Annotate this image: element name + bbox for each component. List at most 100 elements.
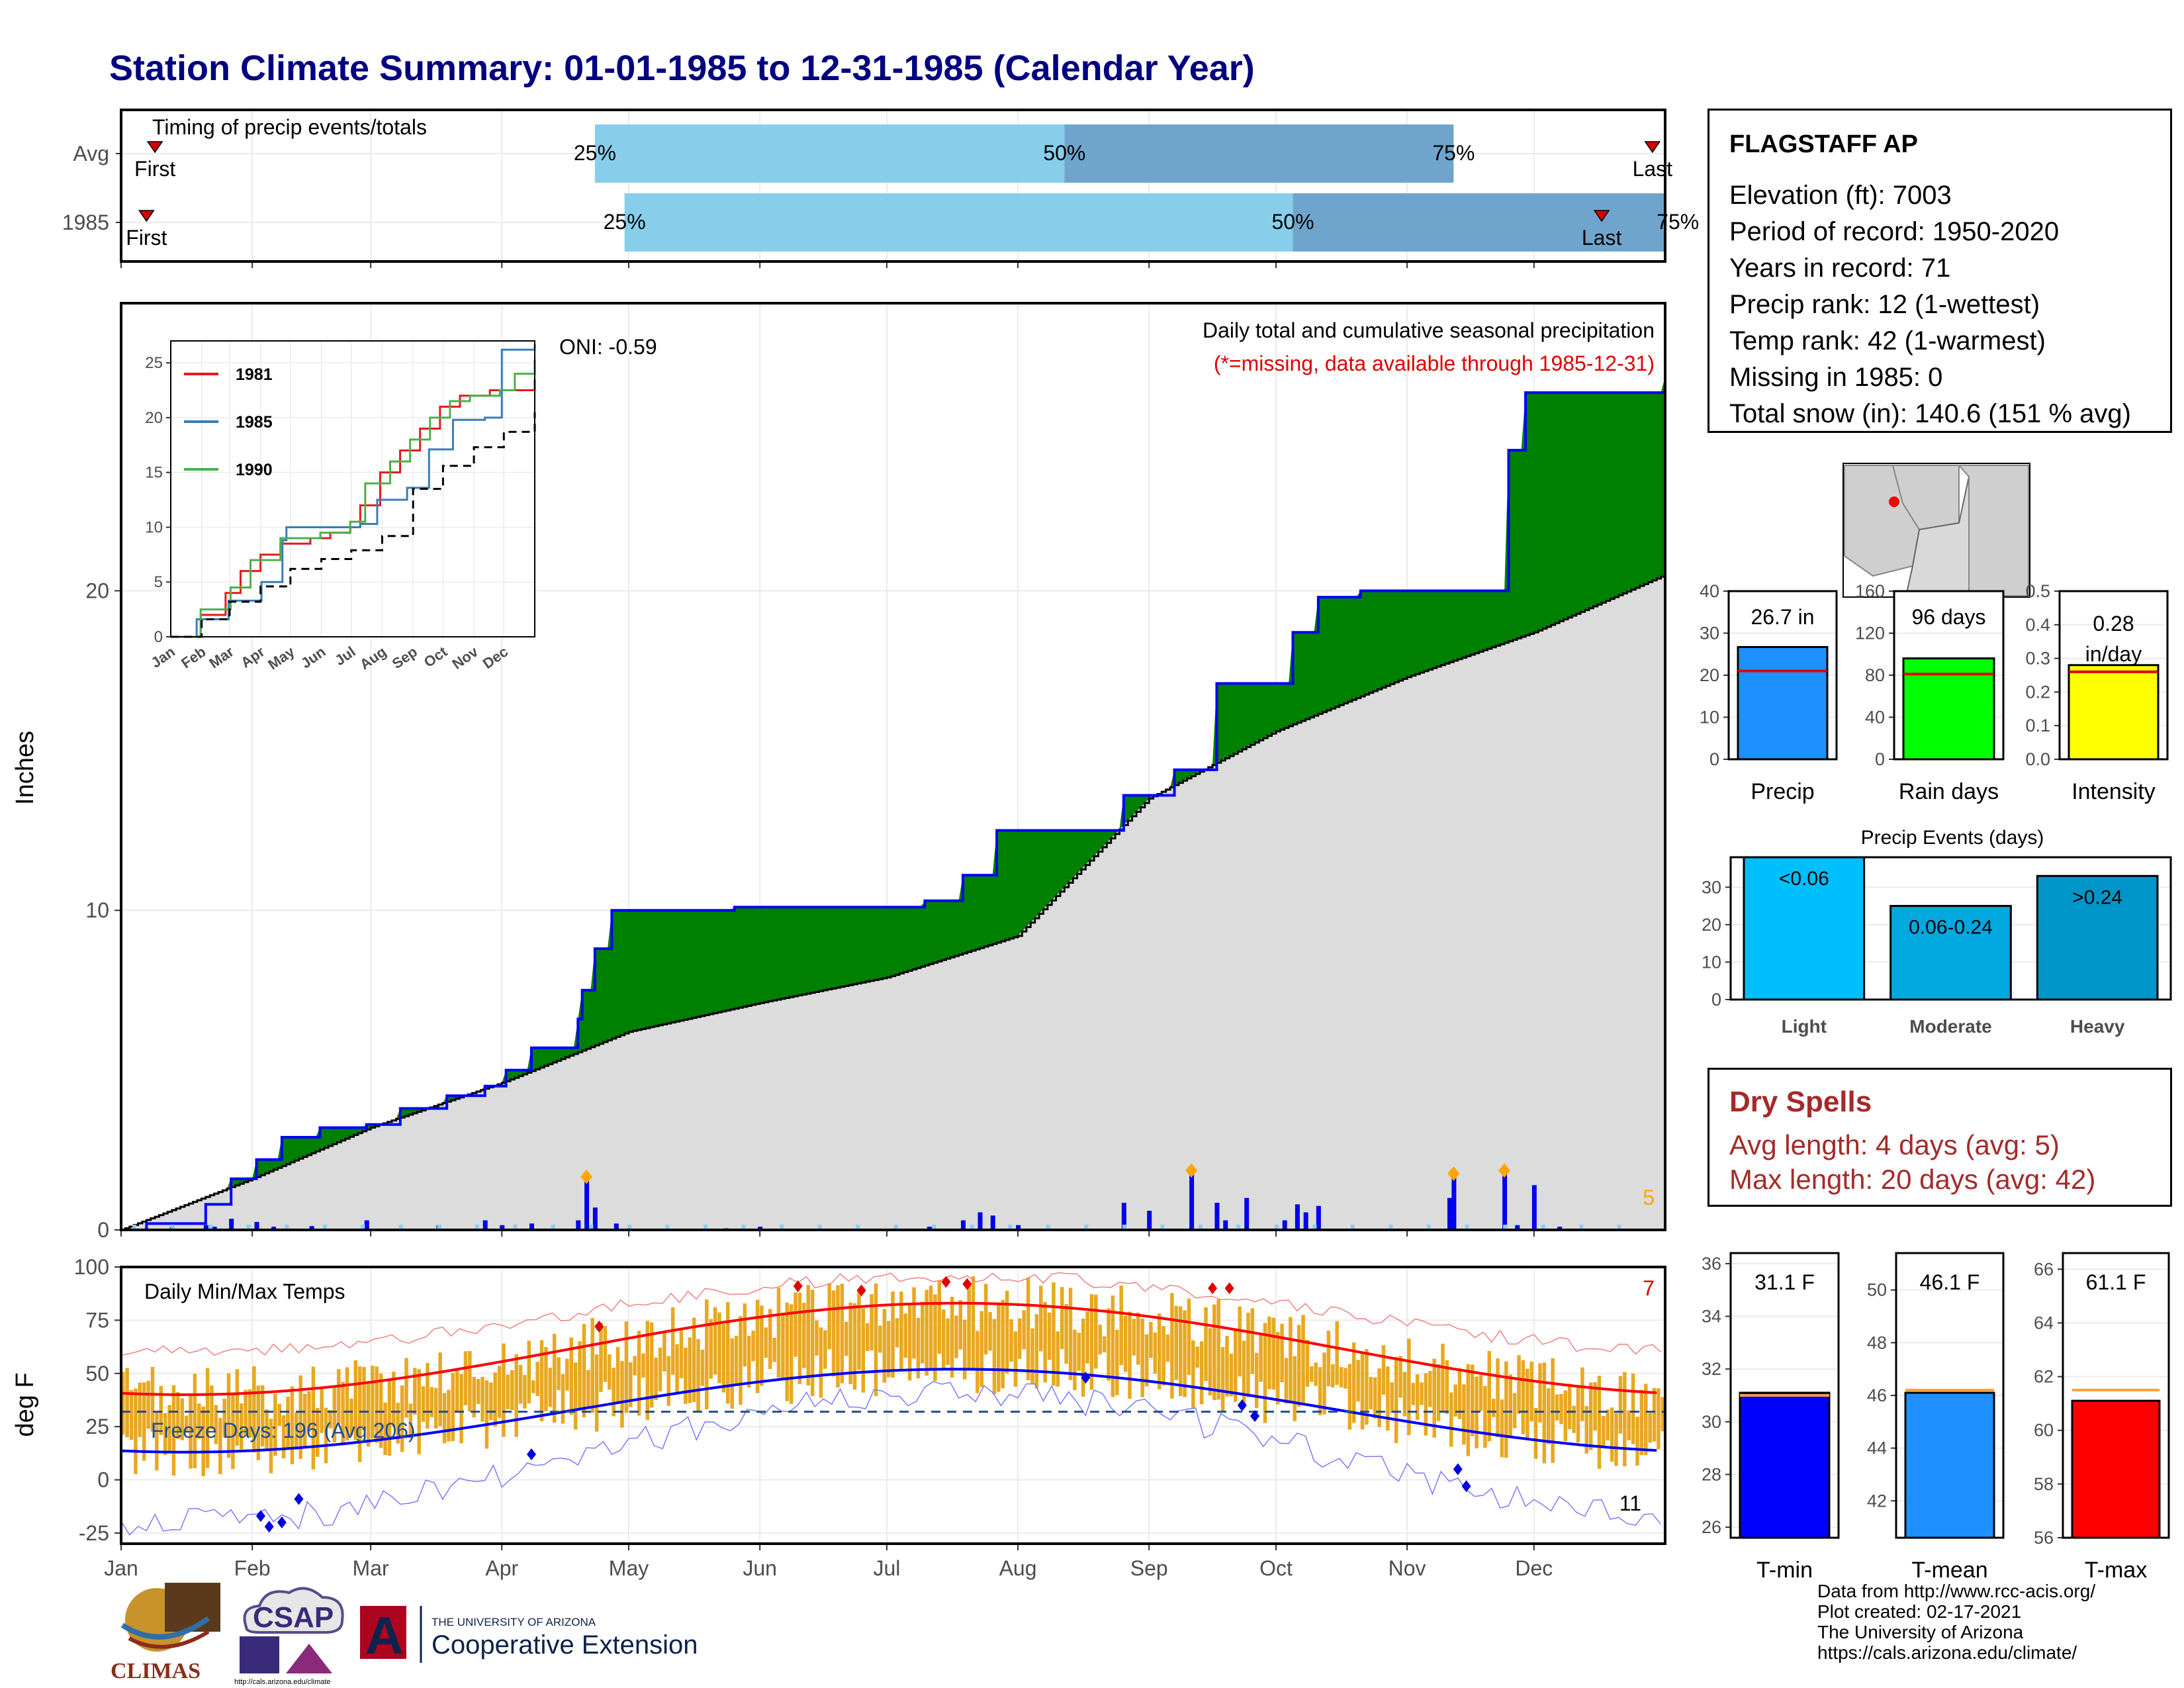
temp-daily-bar (561, 1374, 565, 1424)
temp-daily-bar (958, 1300, 963, 1350)
temp-daily-bar (514, 1354, 518, 1437)
temp-daily-bar (700, 1349, 705, 1386)
temp-daily-bar (1381, 1345, 1386, 1395)
temp-x-tick-label: Jun (743, 1556, 777, 1580)
totals-rain-days-y-tick-label: 80 (1865, 665, 1885, 685)
precip-trace-mark (398, 1225, 403, 1229)
temp-daily-bar (573, 1362, 578, 1430)
temp-daily-bar (1238, 1306, 1242, 1377)
temp-daily-bar (332, 1387, 337, 1442)
temp-daily-bar (794, 1292, 797, 1357)
temp-daily-bar (184, 1415, 189, 1432)
inset-legend-label: 1981 (236, 365, 273, 384)
temp-daily-bar (1415, 1374, 1420, 1420)
temp-daily-bar (760, 1305, 764, 1386)
temp-daily-bar (907, 1303, 912, 1381)
temp-daily-bar (1073, 1329, 1077, 1391)
temp-daily-bar (878, 1325, 882, 1353)
precip-trace-mark (1046, 1225, 1050, 1229)
totals-precip-border (1727, 590, 1838, 761)
temp-totals-t-mean: 42 44 46 48 50 46.1 F T-mean (1867, 1252, 2005, 1583)
temp-daily-bar (1339, 1367, 1343, 1387)
temp-daily-bar (1005, 1290, 1009, 1374)
temp-x-tick-label: Oct (1259, 1556, 1293, 1580)
temp-daily-bar (1289, 1317, 1293, 1404)
temp-daily-bar (201, 1406, 205, 1476)
temp-daily-bar (1479, 1375, 1483, 1411)
inset-series-line (171, 412, 536, 638)
totals-intensity-unit-label: in/day (2085, 642, 2142, 666)
inset-border (170, 340, 535, 637)
temp-daily-bar (222, 1398, 226, 1438)
temp-totals-t-mean-y-tick-label: 44 (1867, 1438, 1887, 1458)
totals-intensity-bar (2068, 664, 2160, 761)
precip-trace-mark (627, 1225, 632, 1229)
temp-daily-bar (781, 1312, 785, 1380)
temp-y-tick-label: 25 (85, 1415, 109, 1438)
precip-record-marker (580, 1169, 593, 1184)
temp-daily-bar (493, 1372, 497, 1427)
temp-record-high-marker (1208, 1282, 1218, 1295)
temp-daily-bar (1039, 1286, 1043, 1352)
temp-daily-bar (336, 1369, 341, 1424)
inset-legend-label: 1985 (236, 413, 273, 432)
events-y-tick-label: 10 (1702, 952, 1721, 972)
totals-precip-y-tick-label: 10 (1700, 708, 1719, 727)
temp-daily-bar (810, 1289, 815, 1396)
totals-rain-days-value-label: 96 days (1911, 605, 1985, 629)
precip-daily-bar (1016, 1225, 1021, 1230)
temp-daily-bar (1107, 1308, 1111, 1381)
temp-daily-bar (637, 1331, 641, 1416)
temp-daily-bar (1208, 1328, 1212, 1396)
temp-daily-bar (180, 1398, 184, 1440)
temp-daily-bar (218, 1418, 222, 1474)
temp-daily-bar (1326, 1331, 1331, 1387)
temp-daily-bar (976, 1331, 979, 1393)
temp-daily-bar (451, 1373, 455, 1441)
temp-totals-t-max-value-label: 61.1 F (2086, 1270, 2146, 1294)
temp-daily-bar (1220, 1346, 1225, 1413)
temp-daily-bar (645, 1321, 650, 1421)
temp-daily-bar (231, 1394, 235, 1470)
temp-daily-bar (1229, 1353, 1234, 1397)
temp-daily-bar (852, 1303, 857, 1390)
temp-daily-bar (666, 1356, 671, 1406)
temp-daily-bar (421, 1386, 426, 1422)
temp-x-tick-label: Mar (353, 1556, 389, 1580)
precip-trace-mark (856, 1225, 860, 1229)
climas-logo-text: CLIMAS (111, 1659, 201, 1683)
temp-daily-bar (1275, 1332, 1280, 1405)
temp-daily-bar (1212, 1304, 1216, 1401)
temp-daily-bar (1165, 1334, 1170, 1362)
temp-daily-bar (1322, 1352, 1326, 1415)
temp-x-tick-label: Feb (234, 1556, 271, 1580)
temp-daily-bar (1496, 1358, 1500, 1438)
temp-daily-bar (679, 1330, 684, 1378)
temp-daily-bar (1593, 1382, 1597, 1431)
precip-y-tick-label: 20 (85, 579, 109, 602)
timing-marker-first (138, 210, 155, 222)
temp-daily-bar (717, 1312, 721, 1383)
temp-daily-bar (912, 1287, 916, 1359)
temp-daily-bar (193, 1374, 197, 1468)
temp-daily-bar (684, 1347, 688, 1404)
temp-daily-bar (1216, 1299, 1220, 1400)
temp-daily-bar (1081, 1318, 1085, 1397)
precip-trace-mark (1160, 1225, 1165, 1229)
dry-spells-max: Max length: 20 days (avg: 42) (1729, 1164, 2096, 1195)
temp-daily-bar (1483, 1385, 1487, 1448)
precip-daily-bar (584, 1178, 590, 1230)
temp-daily-bar (1030, 1328, 1034, 1385)
precip-trace-mark (1122, 1225, 1126, 1229)
precip-daily-bar (500, 1225, 505, 1230)
temp-daily-bar (1170, 1293, 1174, 1399)
ua-line1: THE UNIVERSITY OF ARIZONA (432, 1616, 596, 1628)
temp-totals-t-min-y-tick-label: 32 (1702, 1359, 1721, 1379)
credit-url: https://cals.arizona.edu/climate/ (1817, 1642, 2077, 1663)
inset-series-line (171, 359, 536, 638)
temp-daily-bar (357, 1366, 362, 1462)
temp-daily-bar (1052, 1282, 1056, 1386)
temp-daily-bar (484, 1380, 489, 1449)
temp-y-tick-label: 75 (85, 1308, 109, 1332)
temp-record-high-marker (793, 1280, 803, 1292)
